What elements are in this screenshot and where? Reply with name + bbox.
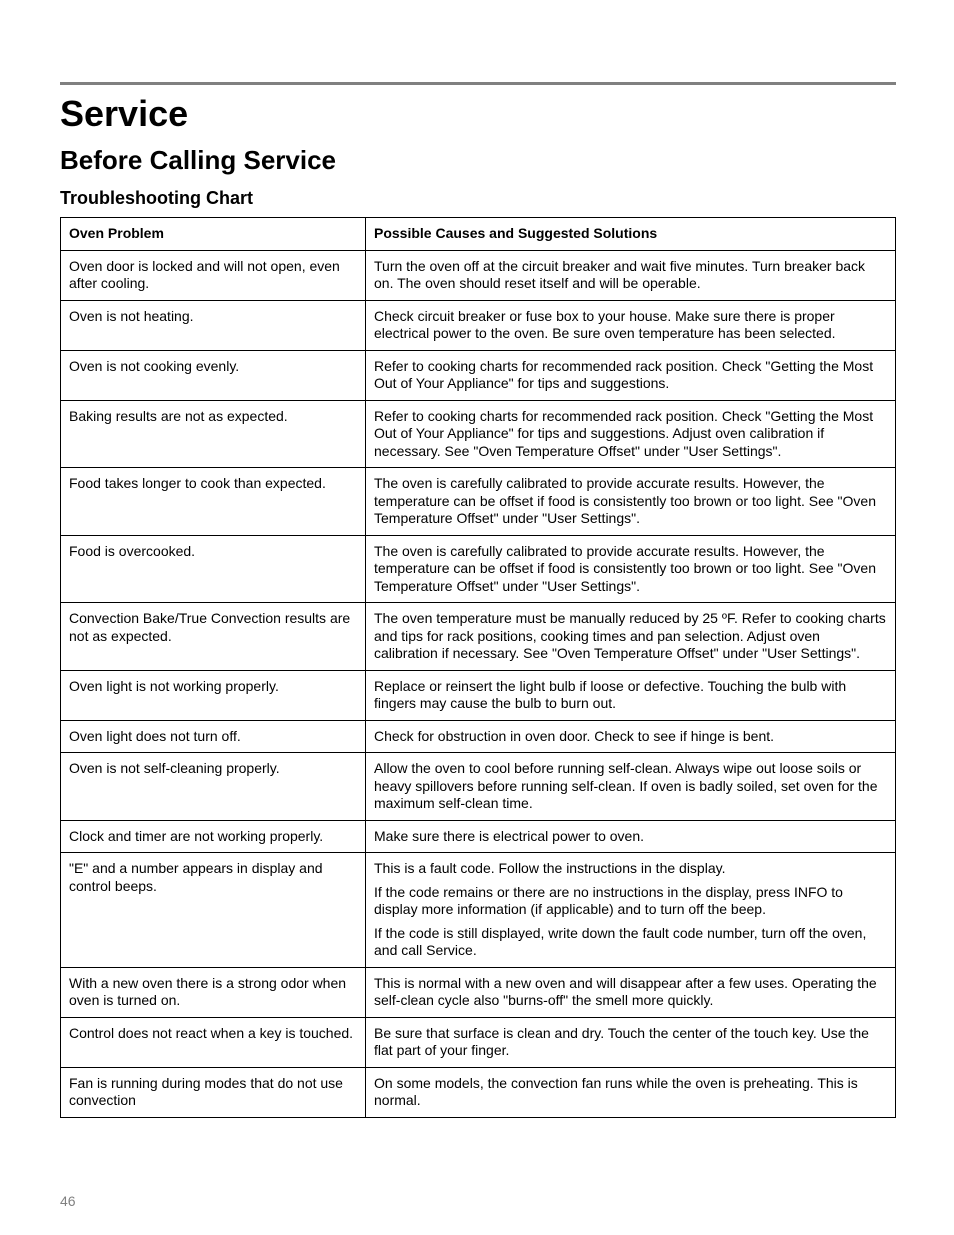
cell-solution: Check circuit breaker or fuse box to you… [366,300,896,350]
cell-solution: The oven temperature must be manually re… [366,603,896,671]
cell-problem: Oven is not self-cleaning properly. [61,753,366,821]
cell-problem: Oven door is locked and will not open, e… [61,250,366,300]
solution-paragraph: The oven is carefully calibrated to prov… [374,475,887,528]
solution-paragraph: This is a fault code. Follow the instruc… [374,860,887,878]
page-number: 46 [60,1193,76,1209]
cell-problem: Control does not react when a key is tou… [61,1017,366,1067]
cell-problem: Oven is not heating. [61,300,366,350]
table-row: "E" and a number appears in display and … [61,853,896,968]
table-row: Oven light does not turn off. Check for o… [61,720,896,753]
heading-before-calling: Before Calling Service [60,145,896,176]
cell-solution: On some models, the convection fan runs … [366,1067,896,1117]
cell-solution: The oven is carefully calibrated to prov… [366,468,896,536]
cell-problem: Fan is running during modes that do not … [61,1067,366,1117]
cell-problem: Baking results are not as expected. [61,400,366,468]
table-body: Oven door is locked and will not open, e… [61,250,896,1117]
cell-problem: Oven light is not working properly. [61,670,366,720]
cell-problem: Oven light does not turn off. [61,720,366,753]
cell-solution: Refer to cooking charts for recommended … [366,400,896,468]
solution-paragraph: Allow the oven to cool before running se… [374,760,887,813]
cell-solution: Allow the oven to cool before running se… [366,753,896,821]
col-header-solution: Possible Causes and Suggested Solutions [366,218,896,251]
cell-problem: With a new oven there is a strong odor w… [61,967,366,1017]
table-row: Oven is not heating.Check circuit breake… [61,300,896,350]
solution-paragraph: Check circuit breaker or fuse box to you… [374,308,887,343]
col-header-problem: Oven Problem [61,218,366,251]
solution-paragraph: Make sure there is electrical power to o… [374,828,887,846]
solution-paragraph: Replace or reinsert the light bulb if lo… [374,678,887,713]
solution-paragraph: If the code is still displayed, write do… [374,925,887,960]
table-row: Food takes longer to cook than expected.… [61,468,896,536]
cell-solution: This is a fault code. Follow the instruc… [366,853,896,968]
table-row: Oven door is locked and will not open, e… [61,250,896,300]
cell-problem: "E" and a number appears in display and … [61,853,366,968]
solution-paragraph: On some models, the convection fan runs … [374,1075,887,1110]
cell-problem: Oven is not cooking evenly. [61,350,366,400]
solution-paragraph: The oven is carefully calibrated to prov… [374,543,887,596]
cell-problem: Clock and timer are not working properly… [61,820,366,853]
table-row: Fan is running during modes that do not … [61,1067,896,1117]
table-row: Food is overcooked.The oven is carefully… [61,535,896,603]
page: Service Before Calling Service Troublesh… [0,0,954,1235]
solution-paragraph: Turn the oven off at the circuit breaker… [374,258,887,293]
heading-service: Service [60,93,896,135]
solution-paragraph: This is normal with a new oven and will … [374,975,887,1010]
table-row: With a new oven there is a strong odor w… [61,967,896,1017]
solution-paragraph: Be sure that surface is clean and dry. T… [374,1025,887,1060]
table-row: Baking results are not as expected.Refer… [61,400,896,468]
solution-paragraph: Check for obstruction in oven door. Chec… [374,728,887,746]
cell-problem: Convection Bake/True Convection results … [61,603,366,671]
table-row: Clock and timer are not working properly… [61,820,896,853]
solution-paragraph: If the code remains or there are no inst… [374,884,887,919]
cell-solution: Replace or reinsert the light bulb if lo… [366,670,896,720]
cell-solution: Check for obstruction in oven door. Chec… [366,720,896,753]
table-row: Oven is not cooking evenly.Refer to cook… [61,350,896,400]
cell-solution: Make sure there is electrical power to o… [366,820,896,853]
heading-troubleshooting: Troubleshooting Chart [60,188,896,209]
cell-solution: Refer to cooking charts for recommended … [366,350,896,400]
cell-problem: Food takes longer to cook than expected. [61,468,366,536]
table-row: Oven light is not working properly.Repla… [61,670,896,720]
solution-paragraph: The oven temperature must be manually re… [374,610,887,663]
table-row: Convection Bake/True Convection results … [61,603,896,671]
cell-solution: Be sure that surface is clean and dry. T… [366,1017,896,1067]
table-row: Oven is not self-cleaning properly.Allow… [61,753,896,821]
solution-paragraph: Refer to cooking charts for recommended … [374,358,887,393]
cell-solution: This is normal with a new oven and will … [366,967,896,1017]
table-header-row: Oven Problem Possible Causes and Suggest… [61,218,896,251]
top-rule [60,82,896,85]
troubleshooting-table: Oven Problem Possible Causes and Suggest… [60,217,896,1118]
table-row: Control does not react when a key is tou… [61,1017,896,1067]
cell-problem: Food is overcooked. [61,535,366,603]
cell-solution: The oven is carefully calibrated to prov… [366,535,896,603]
cell-solution: Turn the oven off at the circuit breaker… [366,250,896,300]
solution-paragraph: Refer to cooking charts for recommended … [374,408,887,461]
